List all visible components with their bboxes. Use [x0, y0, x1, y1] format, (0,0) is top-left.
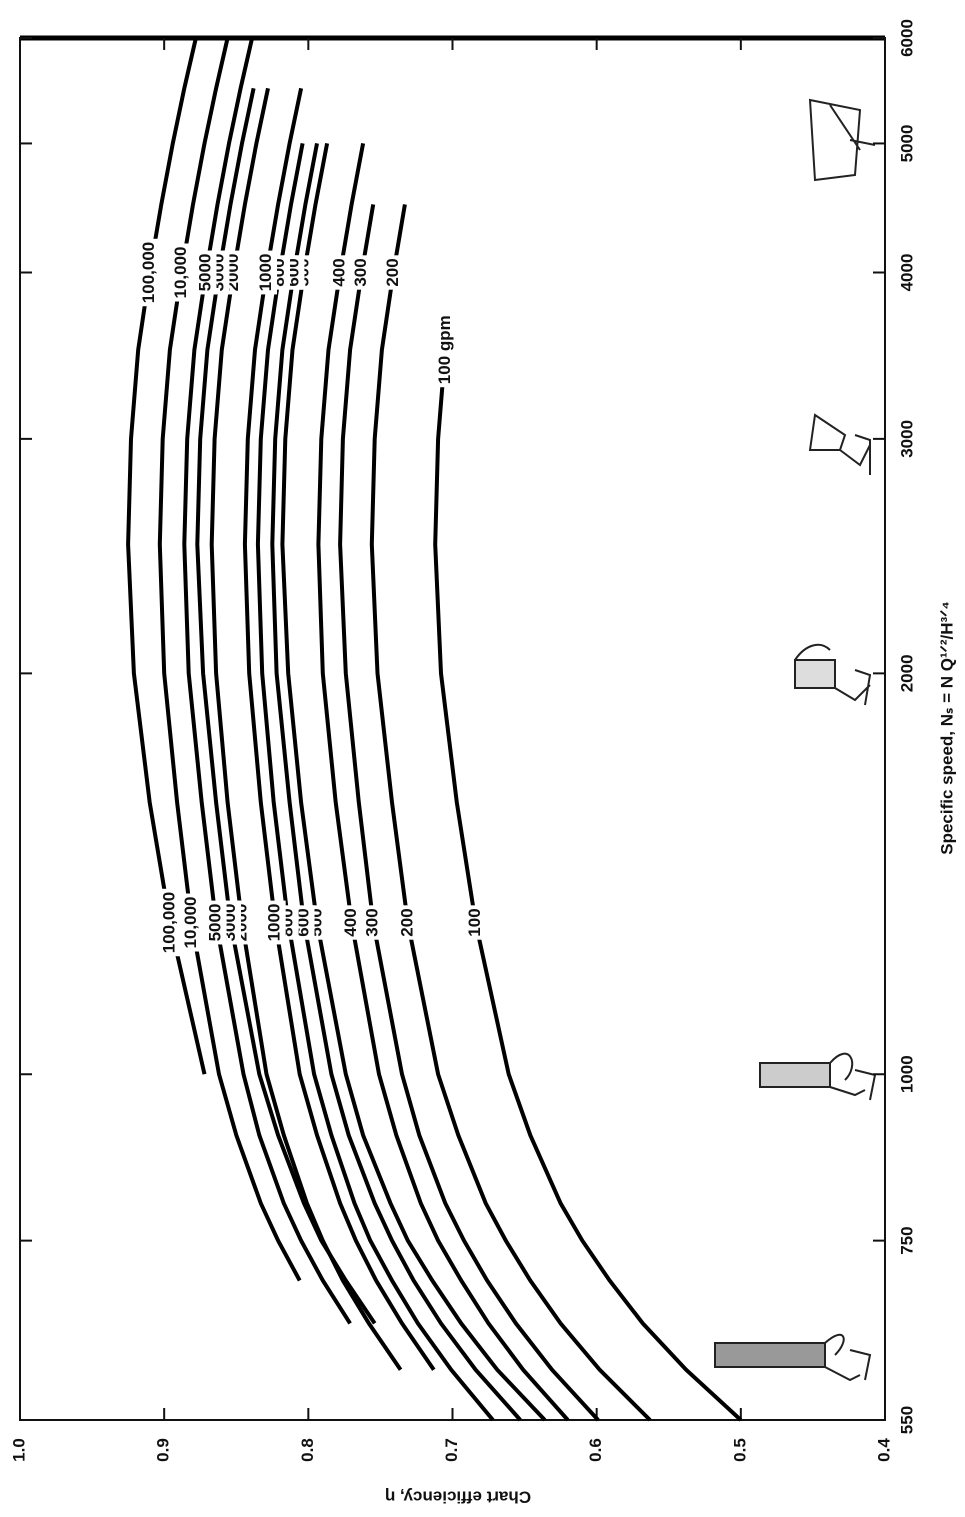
- curve-end-label: 10,000: [171, 246, 190, 298]
- x-tick-label: 2000: [897, 654, 916, 692]
- y-tick-label: 0.8: [298, 1438, 317, 1462]
- x-tick-label: 750: [897, 1226, 916, 1254]
- curve-label: 400: [341, 908, 360, 936]
- x-tick-label: 6000: [897, 19, 916, 57]
- curve-label: 10,000: [181, 897, 200, 949]
- impeller-icons: [715, 100, 875, 1380]
- x-tick-label: 1000: [897, 1055, 916, 1093]
- y-tick-label: 0.4: [874, 1438, 893, 1462]
- curve-label: 1000: [265, 904, 284, 942]
- impeller-mixed: [795, 645, 870, 705]
- efficiency-curve: [160, 38, 300, 1281]
- efficiency-curve: [435, 350, 741, 1420]
- curve-end-label: 1000: [256, 254, 275, 292]
- curve-end-label: 300: [351, 258, 370, 286]
- efficiency-curve: [272, 143, 520, 1420]
- curve-label: 100: [465, 908, 484, 936]
- curve-label: 200: [397, 908, 416, 936]
- curve-end-label: 400: [330, 258, 349, 286]
- y-tick-label: 1.0: [9, 1438, 28, 1462]
- impeller-axial: [810, 100, 875, 180]
- y-tick-label: 0.6: [586, 1438, 605, 1462]
- curve-end-label: 200: [383, 258, 402, 286]
- x-tick-label: 4000: [897, 254, 916, 292]
- curve-label: 100,000: [159, 892, 178, 953]
- x-tick-label: 3000: [897, 420, 916, 458]
- impeller-radial: [715, 1335, 870, 1380]
- y-tick-label: 0.9: [154, 1438, 173, 1462]
- curve-label: 300: [363, 908, 382, 936]
- y-tick-label: 0.7: [442, 1438, 461, 1462]
- impeller-mixed-2: [810, 415, 870, 475]
- chart: Specific speed, Nₛ = N Q¹ᐟ²/H³ᐟ⁴ Chart e…: [0, 0, 965, 1517]
- efficiency-curve: [282, 143, 544, 1420]
- x-axis-label: Specific speed, Nₛ = N Q¹ᐟ²/H³ᐟ⁴: [937, 601, 956, 855]
- curve-label: 5000: [206, 904, 225, 942]
- efficiency-curve: [372, 204, 650, 1420]
- x-tick-label: 550: [897, 1406, 916, 1434]
- y-tick-label: 0.5: [730, 1438, 749, 1462]
- x-tick-label: 5000: [897, 125, 916, 163]
- curve-end-label: 5000: [195, 254, 214, 292]
- curve-end-label: 100,000: [139, 242, 158, 303]
- y-axis-label: Chart efficiency, η: [385, 1488, 531, 1507]
- impeller-francis: [760, 1054, 875, 1100]
- curve-end-label: 100 gpm: [435, 315, 454, 384]
